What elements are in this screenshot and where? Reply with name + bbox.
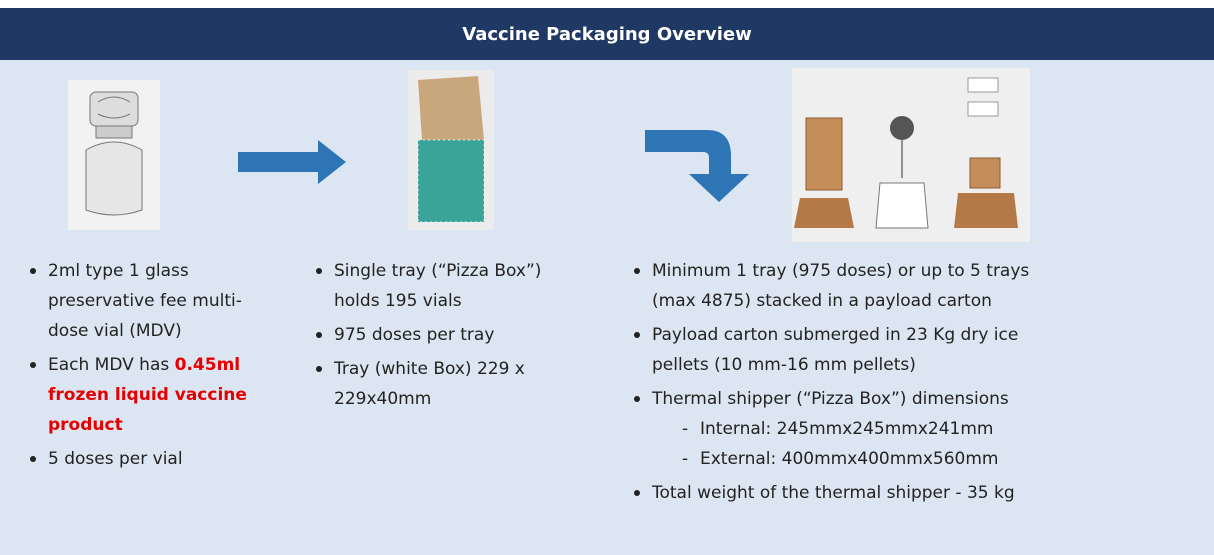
column-tray: Single tray (“Pizza Box”) holds 195 vial… [316, 256, 556, 418]
bullet-text: Single tray (“Pizza Box”) holds 195 vial… [334, 261, 542, 311]
bullet-text: 975 doses per tray [334, 325, 495, 345]
title: Vaccine Packaging Overview [462, 23, 752, 45]
bullet: Thermal shipper (“Pizza Box”) dimensions… [634, 384, 1074, 474]
bullet-text: Payload carton submerged in 23 Kg dry ic… [652, 325, 1019, 375]
sub-item: External: 400mmx400mmx560mm [682, 444, 1074, 474]
bullet-text: Tray (white Box) 229 x 229x40mm [334, 359, 525, 409]
bullet-text: Thermal shipper (“Pizza Box”) dimensions [652, 389, 1009, 409]
bullet: Single tray (“Pizza Box”) holds 195 vial… [316, 256, 556, 316]
shipper-image [792, 68, 1030, 242]
tray-image [408, 70, 494, 230]
bullet: Each MDV has 0.45ml frozen liquid vaccin… [30, 350, 270, 440]
bullet-highlight: 0.45ml frozen liquid vaccine product [48, 355, 247, 435]
bullet: Minimum 1 tray (975 doses) or up to 5 tr… [634, 256, 1074, 316]
sub-list: Internal: 245mmx245mmx241mmExternal: 400… [652, 414, 1074, 474]
bullet: 2ml type 1 glass preservative fee multi-… [30, 256, 270, 346]
content: 2ml type 1 glass preservative fee multi-… [0, 60, 1214, 555]
arrow-right [238, 140, 346, 184]
bullet-text: Each MDV has [48, 355, 175, 375]
header-bar: Vaccine Packaging Overview [0, 8, 1214, 60]
bullet-text: 2ml type 1 glass preservative fee multi-… [48, 261, 242, 341]
bullet: Tray (white Box) 229 x 229x40mm [316, 354, 556, 414]
bullet-text: Total weight of the thermal shipper - 35… [652, 483, 1015, 503]
bullet: 5 doses per vial [30, 444, 270, 474]
column-vial: 2ml type 1 glass preservative fee multi-… [30, 256, 270, 478]
sub-item: Internal: 245mmx245mmx241mm [682, 414, 1074, 444]
bullet: Total weight of the thermal shipper - 35… [634, 478, 1074, 508]
bullet: Payload carton submerged in 23 Kg dry ic… [634, 320, 1074, 380]
bullet-text: 5 doses per vial [48, 449, 183, 469]
bullet-text: Minimum 1 tray (975 doses) or up to 5 tr… [652, 261, 1030, 311]
column-shipper: Minimum 1 tray (975 doses) or up to 5 tr… [634, 256, 1074, 512]
bullet: 975 doses per tray [316, 320, 556, 350]
arrow-curved [645, 130, 749, 202]
vial-image [68, 80, 160, 230]
